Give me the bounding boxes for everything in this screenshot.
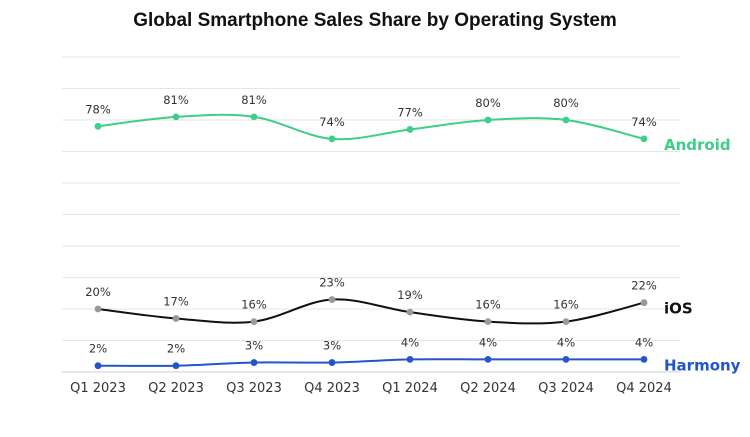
android-point — [250, 113, 258, 121]
harmony-data-label: 4% — [401, 335, 419, 349]
android-data-label: 81% — [163, 93, 189, 107]
android-data-label: 80% — [475, 96, 501, 110]
harmony-data-label: 4% — [557, 335, 575, 349]
chart-title: Global Smartphone Sales Share by Operati… — [133, 10, 617, 31]
ios-data-label: 19% — [397, 288, 423, 302]
harmony-data-label: 3% — [245, 339, 263, 353]
harmony-series-name: Harmony — [664, 356, 741, 374]
x-tick-label: Q4 2024 — [616, 381, 672, 396]
x-tick-label: Q2 2024 — [460, 381, 516, 396]
android-data-label: 78% — [85, 102, 111, 116]
harmony-data-label: 4% — [479, 335, 497, 349]
harmony-point — [250, 359, 258, 366]
ios-point — [406, 308, 414, 316]
harmony-data-label: 2% — [167, 342, 185, 356]
ios-series-line — [97, 298, 645, 325]
x-tick-label: Q2 2023 — [148, 381, 204, 396]
ios-point — [94, 305, 102, 313]
x-tick-label: Q3 2023 — [226, 381, 282, 396]
ios-point — [250, 318, 258, 325]
harmony-data-label: 4% — [635, 335, 653, 349]
ios-data-label: 16% — [553, 298, 579, 312]
android-point — [562, 116, 570, 124]
harmony-series-line — [97, 358, 644, 367]
android-point — [406, 126, 414, 133]
ios-point — [562, 318, 570, 325]
android-point — [328, 135, 336, 143]
android-data-label: 74% — [319, 115, 345, 129]
android-series-line — [97, 113, 645, 141]
ios-data-label: 17% — [163, 294, 189, 308]
android-point — [94, 122, 102, 130]
ios-series-name: iOS — [664, 300, 693, 318]
harmony-point — [562, 356, 570, 363]
android-data-label: 80% — [553, 96, 579, 110]
android-series-name: Android — [664, 136, 731, 154]
harmony-point — [406, 356, 414, 363]
harmony-point — [640, 356, 648, 363]
harmony-data-label: 2% — [89, 342, 107, 356]
harmony-data-label: 3% — [323, 339, 341, 353]
ios-point — [640, 299, 648, 307]
harmony-point — [484, 356, 492, 363]
harmony-point — [172, 362, 180, 370]
x-tick-label: Q1 2023 — [70, 381, 126, 396]
ios-point — [172, 315, 180, 322]
android-point — [484, 116, 492, 124]
ios-data-label: 16% — [241, 298, 267, 312]
android-data-label: 81% — [241, 93, 267, 107]
ios-point — [328, 296, 336, 303]
harmony-point — [328, 359, 336, 366]
x-tick-label: Q3 2024 — [538, 381, 594, 396]
ios-data-label: 22% — [631, 279, 657, 293]
x-tick-label: Q1 2024 — [382, 381, 438, 396]
ios-data-label: 16% — [475, 298, 501, 312]
android-data-label: 77% — [397, 105, 423, 119]
android-point — [640, 135, 648, 143]
harmony-point — [94, 362, 102, 370]
android-data-label: 74% — [631, 115, 657, 129]
android-point — [172, 113, 180, 121]
x-tick-label: Q4 2023 — [304, 381, 360, 396]
ios-data-label: 23% — [319, 276, 345, 290]
ios-point — [484, 318, 492, 325]
ios-data-label: 20% — [85, 285, 111, 299]
